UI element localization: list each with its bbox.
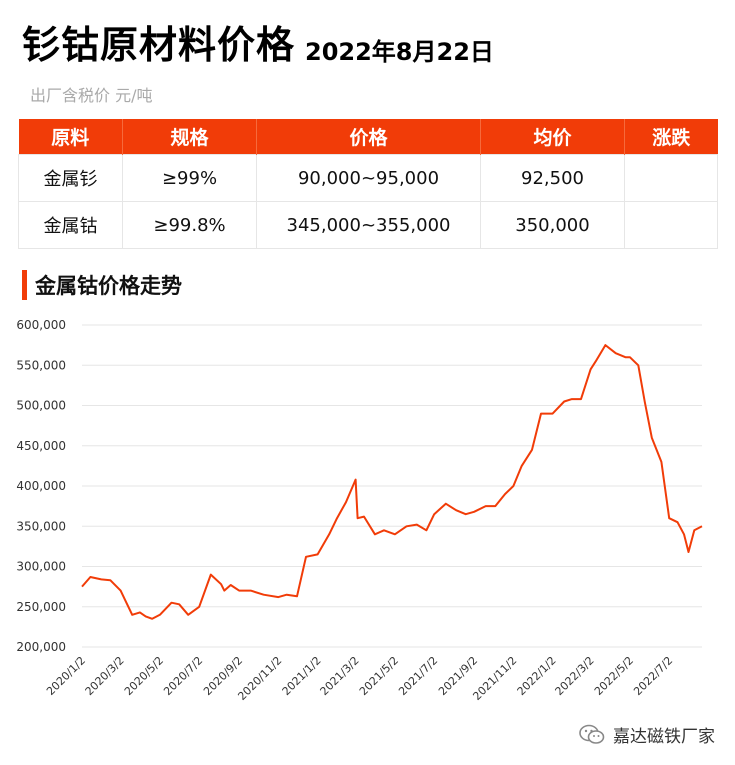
cell-price: 345,000~355,000	[256, 201, 481, 249]
x-tick-label: 2021/3/2	[318, 654, 362, 698]
cobalt-price-chart: 600,000 550,000 500,000 450,000 400,000 350,0…	[16, 318, 703, 703]
x-tick-label: 2022/7/2	[631, 654, 675, 698]
column-header-price: 价格	[256, 119, 481, 155]
cell-change	[624, 201, 718, 249]
watermark-text: 嘉达磁铁厂家	[613, 727, 715, 747]
report-date: 2022年8月22日	[305, 38, 494, 66]
x-tick-label: 2020/3/2	[83, 654, 127, 698]
cell-material: 金属钴	[18, 201, 123, 249]
cell-price: 90,000~95,000	[256, 154, 481, 202]
y-tick-label: 450,000	[16, 439, 66, 453]
x-tick-label: 2021/5/2	[357, 654, 401, 698]
y-tick-label: 550,000	[16, 358, 66, 372]
column-header-material: 原料	[18, 119, 123, 155]
x-tick-label: 2022/1/2	[515, 654, 559, 698]
x-tick-label: 2020/7/2	[161, 654, 205, 698]
table-row: 金属钴 ≥99.8% 345,000~355,000 350,000	[18, 201, 718, 249]
y-tick-label: 250,000	[16, 600, 66, 614]
x-tick-label: 2021/1/2	[280, 654, 324, 698]
cell-spec: ≥99.8%	[122, 201, 257, 249]
y-tick-label: 300,000	[16, 560, 66, 574]
y-tick-label: 600,000	[16, 318, 66, 332]
column-header-spec: 规格	[122, 119, 257, 155]
page-title: 钐钴原材料价格	[22, 23, 296, 67]
cobalt-price-line	[81, 344, 703, 620]
section-title: 金属钴价格走势	[35, 274, 182, 298]
cell-material: 金属钐	[18, 154, 123, 202]
price-note: 出厂含税价 元/吨	[30, 86, 153, 105]
y-tick-label: 500,000	[16, 399, 66, 413]
x-tick-label: 2021/7/2	[396, 654, 440, 698]
column-header-change: 涨跌	[624, 119, 718, 155]
table-row: 金属钐 ≥99% 90,000~95,000 92,500	[18, 154, 718, 202]
y-tick-label: 350,000	[16, 519, 66, 533]
y-tick-label: 400,000	[16, 479, 66, 493]
cell-change	[624, 154, 718, 202]
cell-average: 92,500	[480, 154, 625, 202]
x-tick-label: 2020/1/2	[44, 654, 88, 698]
x-tick-label: 2022/5/2	[592, 654, 636, 698]
table-header-row: 原料 规格 价格 均价 涨跌	[18, 119, 718, 155]
price-table: 原料 规格 价格 均价 涨跌 金属钐 ≥99% 90,000~95,000 92…	[18, 119, 718, 249]
wechat-icon	[579, 724, 605, 744]
column-header-average: 均价	[480, 119, 625, 155]
cell-spec: ≥99%	[122, 154, 257, 202]
y-tick-label: 200,000	[16, 640, 66, 654]
chart-section-heading: 金属钴价格走势	[22, 268, 182, 302]
x-tick-label: 2022/3/2	[553, 654, 597, 698]
section-accent-bar	[22, 270, 27, 300]
cell-average: 350,000	[480, 201, 625, 249]
watermark: 嘉达磁铁厂家	[579, 722, 715, 747]
x-tick-label: 2020/5/2	[122, 654, 166, 698]
